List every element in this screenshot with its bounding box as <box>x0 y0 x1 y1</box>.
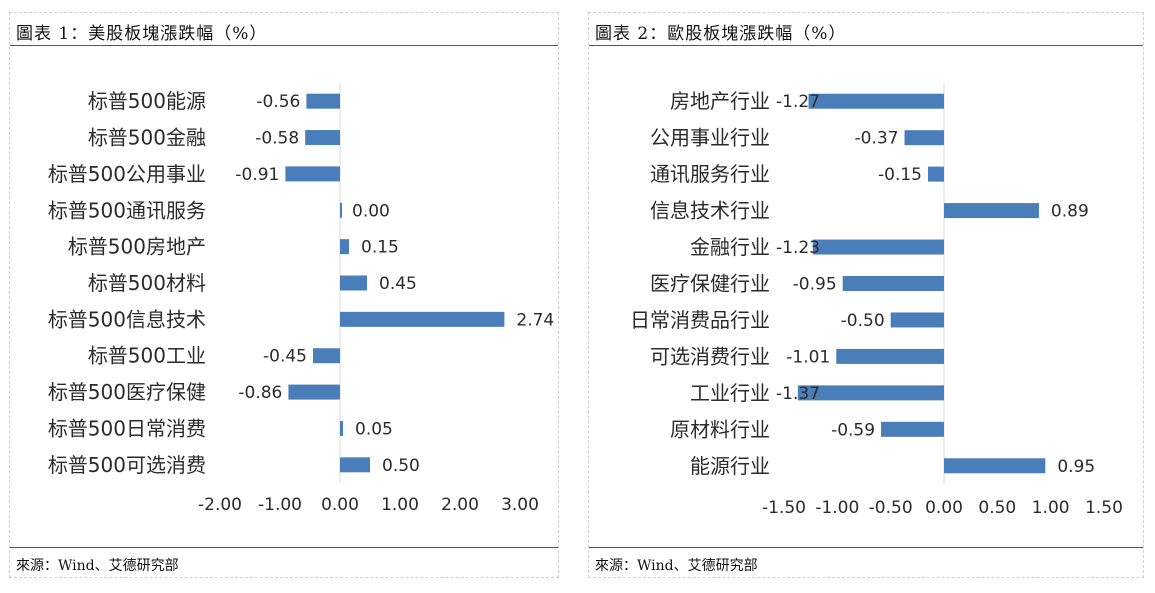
x-tick-label: 0.00 <box>321 495 359 515</box>
bar <box>797 385 944 401</box>
category-label: 通讯服务行业 <box>650 162 770 186</box>
source-bar: 來源：Wind、艾德研究部 <box>589 547 1143 579</box>
bar <box>881 421 944 437</box>
bar <box>836 348 944 364</box>
bar <box>305 130 340 146</box>
x-tick-label: -1.00 <box>258 495 302 515</box>
value-label: -0.50 <box>841 311 885 331</box>
category-label: 标普500能源 <box>88 89 206 113</box>
category-label: 医疗保健行业 <box>650 272 770 296</box>
x-tick-label: 1.00 <box>1032 498 1070 518</box>
category-label: 能源行业 <box>690 454 770 478</box>
category-label: 标普500金融 <box>88 126 206 150</box>
bar <box>340 457 370 473</box>
value-label: -1.37 <box>776 384 820 404</box>
value-label: -1.23 <box>776 238 820 258</box>
value-label: 0.00 <box>352 201 390 221</box>
value-label: 0.89 <box>1051 202 1089 222</box>
x-tick-label: 3.00 <box>501 495 539 515</box>
bar <box>285 166 340 182</box>
category-label: 公用事业行业 <box>650 126 770 150</box>
x-tick-label: 2.00 <box>441 495 479 515</box>
x-tick-label: 1.00 <box>381 495 419 515</box>
bar <box>904 130 944 146</box>
bar <box>340 275 367 291</box>
x-tick-label: -1.50 <box>762 498 806 518</box>
value-label: -0.15 <box>878 165 922 185</box>
value-label: 2.74 <box>516 310 554 330</box>
source-note: 來源：Wind、艾德研究部 <box>16 558 179 574</box>
category-label: 标普500医疗保健 <box>48 380 206 404</box>
value-label: 0.95 <box>1057 457 1095 477</box>
value-label: -0.45 <box>263 347 307 367</box>
chart-title-bar: 圖表 1：美股板塊漲跌幅（%） <box>10 13 558 46</box>
value-label: -1.27 <box>776 92 820 112</box>
value-label: -0.37 <box>855 129 899 149</box>
value-label: 0.50 <box>382 456 420 476</box>
category-label: 可选消费行业 <box>650 344 770 368</box>
category-label: 标普500房地产 <box>68 235 206 259</box>
bar <box>944 203 1039 219</box>
category-label: 标普500可选消费 <box>48 453 206 477</box>
value-label: 0.05 <box>355 419 393 439</box>
source-bar: 來源：Wind、艾德研究部 <box>10 547 558 579</box>
bar <box>288 384 340 400</box>
bar <box>842 276 944 291</box>
value-label: -0.59 <box>831 420 875 440</box>
category-label: 工业行业 <box>690 381 770 405</box>
x-tick-label: -0.50 <box>869 498 913 518</box>
value-label: -0.56 <box>256 92 300 112</box>
value-label: -1.01 <box>786 347 830 367</box>
category-label: 金融行业 <box>690 235 770 259</box>
bar <box>812 239 944 255</box>
x-tick-label: 1.50 <box>1085 498 1123 518</box>
bar <box>340 311 505 327</box>
category-label: 标普500公用事业 <box>48 162 206 186</box>
category-label: 标普500信息技术 <box>48 307 206 331</box>
value-label: -0.91 <box>235 165 279 185</box>
us-sector-chart-panel: 圖表 1：美股板塊漲跌幅（%） 标普500能源 -0.56 标普500金融 -0.58… <box>9 12 559 578</box>
bar <box>313 348 340 364</box>
x-tick-label: 0.50 <box>978 498 1016 518</box>
eu-sector-chart-panel: 圖表 2：歐股板塊漲跌幅（%） 房地产行业 -1.27 公用事业行业 -0.37 通讯服… <box>588 12 1144 578</box>
category-label: 日常消费品行业 <box>630 308 770 332</box>
category-label: 标普500日常消费 <box>48 416 206 440</box>
category-label: 标普500材料 <box>88 271 206 295</box>
value-label: 0.45 <box>379 274 417 294</box>
bar <box>340 420 343 436</box>
x-tick-label: -1.00 <box>815 498 859 518</box>
chart-title: 圖表 2：歐股板塊漲跌幅（%） <box>595 24 847 44</box>
value-label: -0.86 <box>238 383 282 403</box>
bar <box>944 458 1046 474</box>
bar <box>306 93 340 109</box>
value-label: 0.15 <box>361 238 399 258</box>
category-label: 原材料行业 <box>670 417 770 441</box>
category-label: 标普500工业 <box>88 344 206 368</box>
chart-title-bar: 圖表 2：歐股板塊漲跌幅（%） <box>589 13 1143 46</box>
x-tick-label: -2.00 <box>198 495 242 515</box>
value-label: -0.58 <box>255 129 299 149</box>
chart-title: 圖表 1：美股板塊漲跌幅（%） <box>16 24 268 44</box>
category-label: 房地产行业 <box>670 89 770 113</box>
bar <box>928 166 944 182</box>
eu-sector-bar-chart: 房地产行业 -1.27 公用事业行业 -0.37 通讯服务行业 -0.15 信息技术行业 0.… <box>630 83 1123 518</box>
category-label: 标普500通讯服务 <box>48 198 206 222</box>
bar <box>808 93 944 109</box>
category-label: 信息技术行业 <box>650 199 770 223</box>
source-note: 來源：Wind、艾德研究部 <box>595 558 758 574</box>
bar <box>890 312 944 328</box>
bar <box>340 202 342 218</box>
us-sector-bar-chart: 标普500能源 -0.56 标普500金融 -0.58 标普500公用事业 -0.91 标普… <box>48 83 554 515</box>
bar <box>340 239 349 255</box>
value-label: -0.95 <box>793 275 837 295</box>
x-tick-label: 0.00 <box>925 498 963 518</box>
